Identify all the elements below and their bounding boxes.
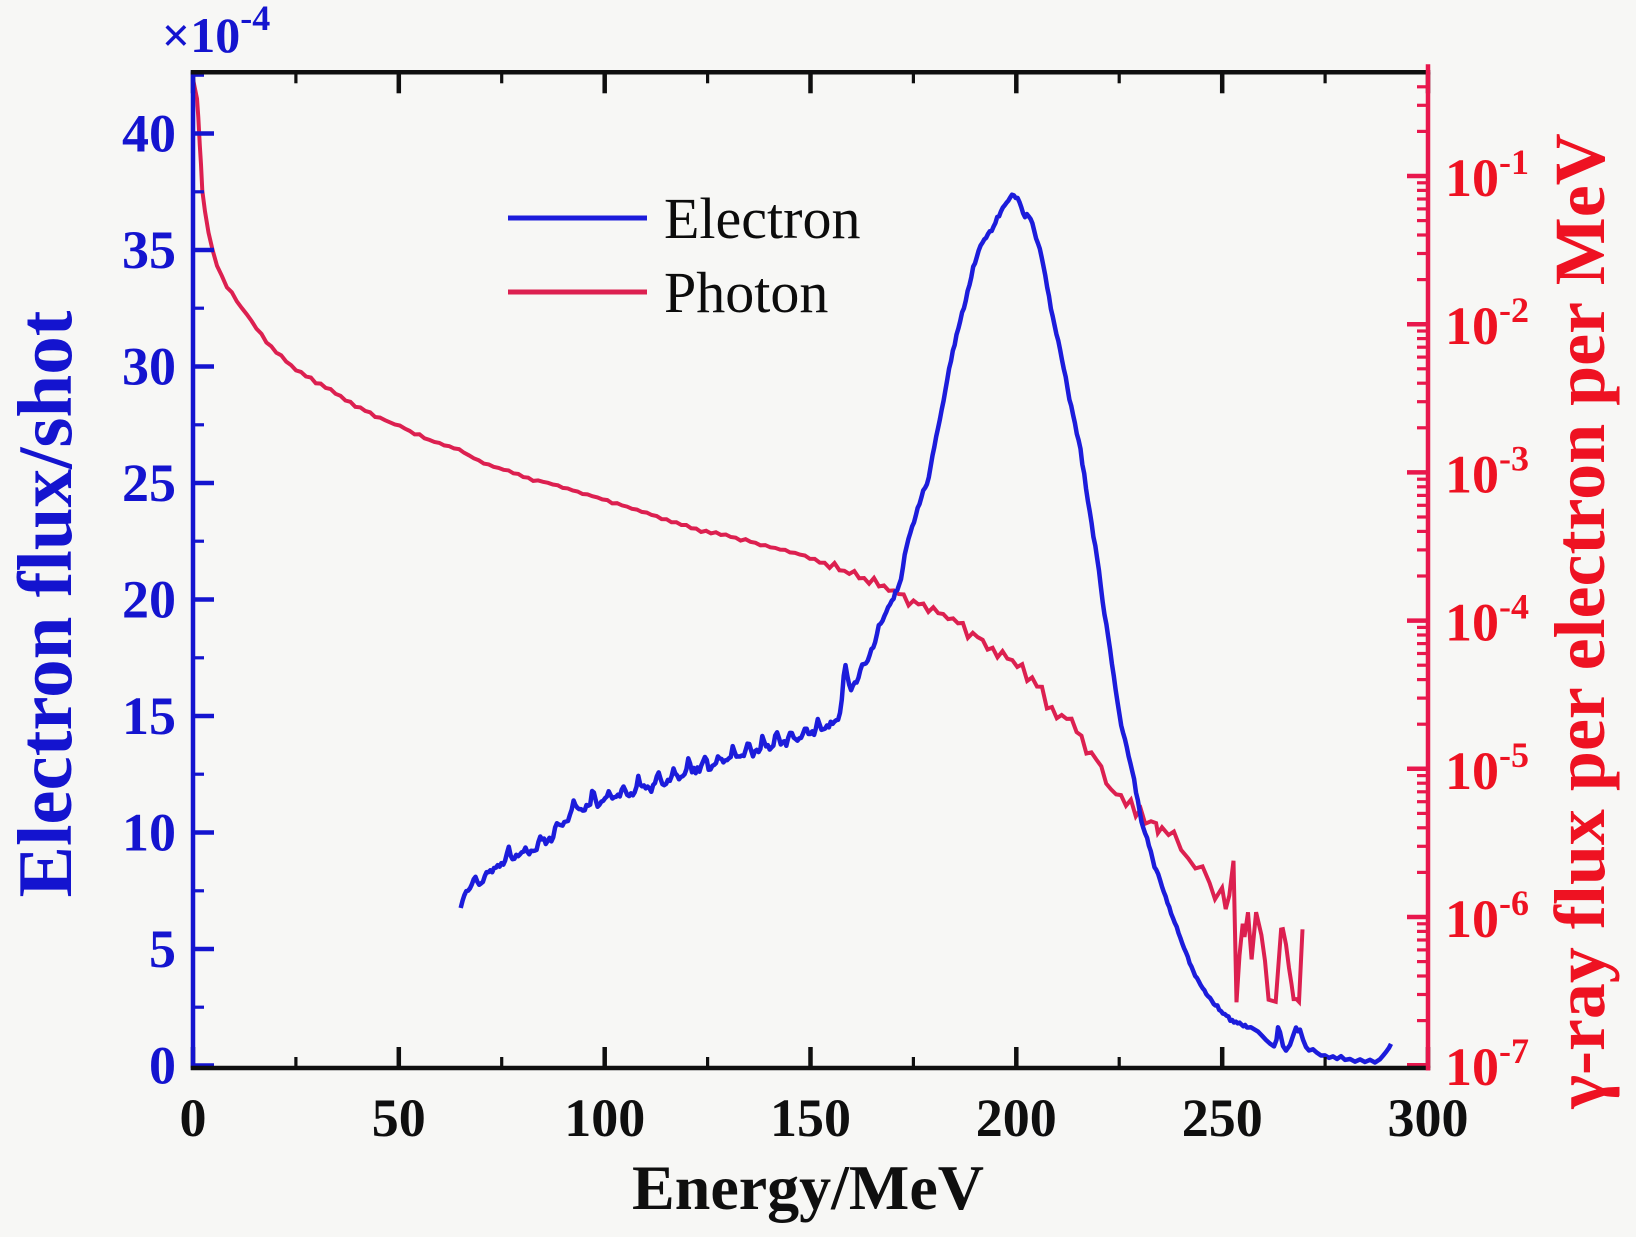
svg-text:10-5: 10-5 (1445, 735, 1529, 801)
svg-text:Electron flux/shot: Electron flux/shot (2, 310, 88, 897)
svg-text:0: 0 (180, 1088, 207, 1148)
svg-text:50: 50 (372, 1088, 426, 1148)
svg-text:40: 40 (122, 104, 176, 164)
svg-text:15: 15 (122, 686, 176, 746)
svg-text:Energy/MeV: Energy/MeV (632, 1152, 984, 1223)
svg-text:30: 30 (122, 337, 176, 397)
svg-text:35: 35 (122, 220, 176, 280)
svg-text:10-2: 10-2 (1445, 290, 1529, 356)
svg-text:Electron: Electron (664, 186, 860, 251)
svg-text:10: 10 (122, 803, 176, 863)
svg-text:Photon: Photon (664, 260, 828, 325)
svg-text:0: 0 (149, 1036, 176, 1096)
svg-text:300: 300 (1388, 1088, 1469, 1148)
svg-text:25: 25 (122, 453, 176, 513)
svg-text:5: 5 (149, 919, 176, 979)
svg-text:150: 150 (770, 1088, 851, 1148)
svg-text:200: 200 (976, 1088, 1057, 1148)
svg-text:20: 20 (122, 570, 176, 630)
svg-text:100: 100 (564, 1088, 645, 1148)
svg-text:250: 250 (1182, 1088, 1263, 1148)
svg-text:γ-ray flux per electron per Me: γ-ray flux per electron per MeV (1540, 133, 1620, 1109)
